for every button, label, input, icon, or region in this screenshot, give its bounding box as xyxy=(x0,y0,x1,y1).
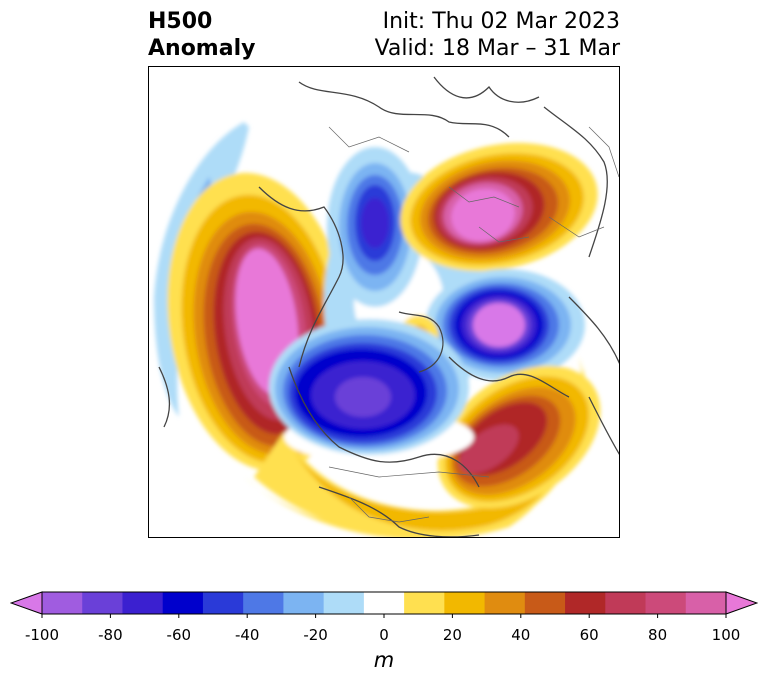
colorbar-tick-label: 100 xyxy=(711,626,741,644)
colorbar-segment xyxy=(42,592,83,614)
init-date: Init: Thu 02 Mar 2023 xyxy=(382,9,620,34)
colorbar-segment xyxy=(565,592,606,614)
colorbar-segment xyxy=(645,592,687,614)
colorbar-segment xyxy=(685,592,727,614)
forecast-info: Init: Thu 02 Mar 2023 Valid: 18 Mar – 31… xyxy=(375,8,620,62)
title-line-2: Anomaly xyxy=(148,36,256,61)
colorbar-extend-low xyxy=(10,591,43,615)
colorbar-tick-label: 80 xyxy=(648,626,668,644)
colorbar-segment xyxy=(484,592,526,614)
north-trough-core xyxy=(361,198,389,248)
anomaly-map-svg xyxy=(154,76,619,537)
colorbar-segment xyxy=(162,592,204,614)
colorbar-tick-label: 40 xyxy=(511,626,531,644)
title-line-1: H500 xyxy=(148,9,213,34)
colorbar-segment xyxy=(82,592,123,614)
colorbar-tick-label: -40 xyxy=(234,626,260,644)
colorbar-tick-label: 0 xyxy=(379,626,389,644)
atlantic-trough-core xyxy=(473,303,525,347)
colorbar-tick-label: -80 xyxy=(98,626,123,644)
colorbar xyxy=(10,591,758,618)
political-borders xyxy=(328,126,619,523)
colorbar-segment xyxy=(323,592,365,614)
southeast-ridge-core xyxy=(459,424,519,474)
colorbar-tick-label: -60 xyxy=(166,626,192,644)
colorbar-segment xyxy=(363,592,405,614)
colorbar-segment xyxy=(122,592,164,614)
colorbar-segment xyxy=(605,592,647,614)
colorbar-segment xyxy=(283,592,325,614)
colorbar-extend-high xyxy=(725,591,758,615)
colorbar-segment xyxy=(524,592,566,614)
canada-trough-core xyxy=(335,377,391,417)
colorbar-segment xyxy=(444,592,486,614)
colorbar-segment xyxy=(243,592,284,614)
valid-range: Valid: 18 Mar – 31 Mar xyxy=(374,36,620,61)
colorbar-segment xyxy=(404,592,445,614)
colorbar-tick-label: 60 xyxy=(579,626,599,644)
colorbar-unit: m xyxy=(373,648,395,672)
colorbar-tick-label: -100 xyxy=(24,626,60,644)
chart-title: H500 Anomaly xyxy=(148,8,255,62)
europe-ridge-core xyxy=(451,188,515,242)
colorbar-tick-label: 20 xyxy=(442,626,462,644)
colorbar-segment xyxy=(202,592,244,614)
colorbar-tick-label: -20 xyxy=(303,626,328,644)
anomaly-map xyxy=(148,66,620,538)
